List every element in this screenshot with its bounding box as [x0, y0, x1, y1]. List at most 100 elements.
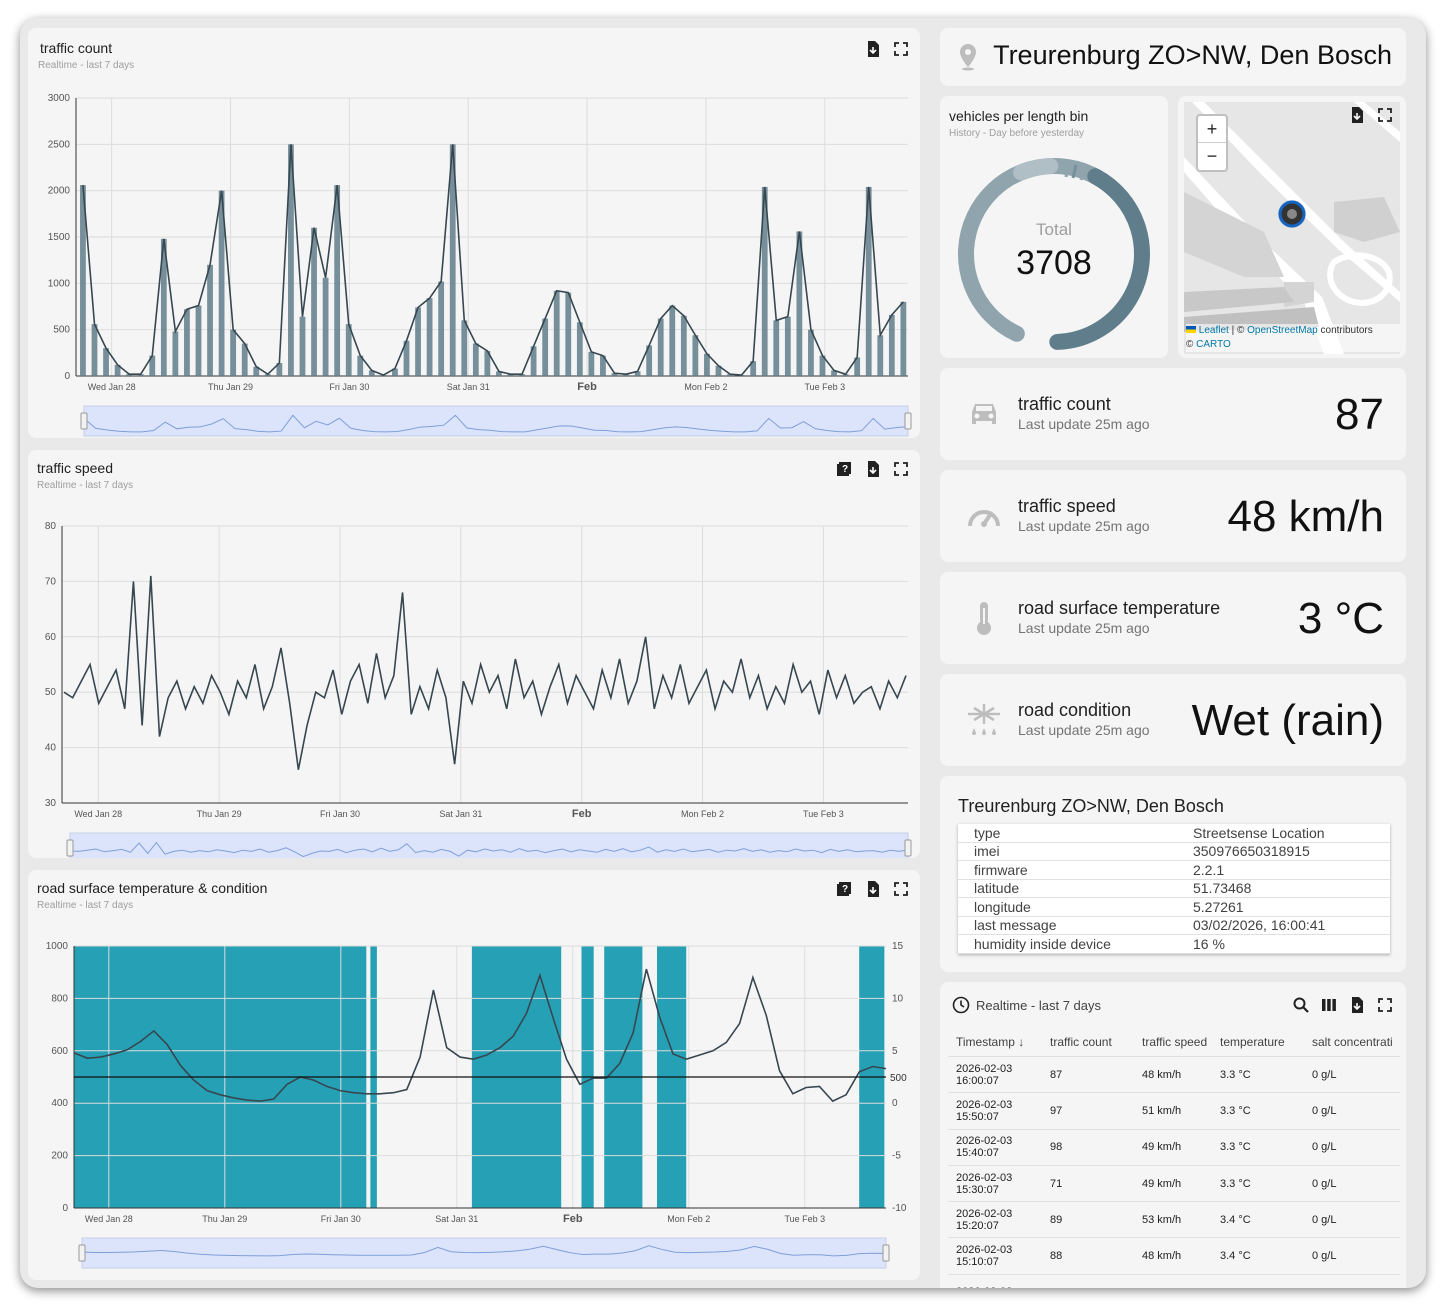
- speedometer-icon: [968, 510, 1000, 527]
- table-row[interactable]: 2026-02-03 15:40:07 98 49 km/h 3.3 °C 0 g/L: [948, 1129, 1400, 1166]
- x-tick-label: Mon Feb 2: [667, 1214, 710, 1224]
- kpi-card-road-temperature: road surface temperature Last update 25m…: [940, 572, 1406, 664]
- fullscreen-icon[interactable]: [892, 880, 910, 898]
- navigator-series: [83, 414, 909, 433]
- device-info-row: longitude 5.27261: [958, 897, 1390, 917]
- navigator-range: [69, 832, 909, 858]
- bar: [784, 316, 791, 376]
- x-tick-label: Tue Feb 3: [804, 382, 845, 392]
- fullscreen-icon[interactable]: [1376, 996, 1394, 1014]
- export-icon[interactable]: [864, 880, 882, 898]
- map-attribution: Leaflet | © OpenStreetMap contributors ©…: [1186, 324, 1400, 352]
- device-info-title: Treurenburg ZO>NW, Den Bosch: [958, 796, 1224, 816]
- fullscreen-icon[interactable]: [1376, 106, 1394, 124]
- dashboard-frame: traffic count Realtime - last 7 days 0 50…: [20, 18, 1426, 1288]
- bar: [172, 331, 179, 376]
- device-info-row: imei 350976650318915: [958, 842, 1390, 861]
- traffic-speed-chart-card: traffic speed Realtime - last 7 days ? 3…: [28, 450, 920, 858]
- y-tick-label: 1000: [46, 941, 69, 952]
- zoom-out-button[interactable]: −: [1206, 146, 1218, 166]
- kpi-value: 3 °C: [1297, 594, 1384, 643]
- kpi-card-traffic-speed: traffic speed Last update 25m ago 48 km/…: [940, 470, 1406, 562]
- car-icon: [972, 404, 996, 424]
- kpi-last-update: Last update 25m ago: [1018, 416, 1150, 432]
- cell-traffic-speed: 49 km/h: [1134, 1165, 1212, 1203]
- y-tick-label: 0: [62, 1203, 68, 1214]
- column-header-temperature[interactable]: temperature: [1212, 1028, 1304, 1057]
- leaflet-link[interactable]: Leaflet: [1198, 325, 1229, 336]
- bar: [761, 186, 768, 376]
- timestamp-date: 2026-02-03: [956, 1098, 1013, 1111]
- cell-timestamp: 2026-02-03 15:50:07: [948, 1092, 1042, 1130]
- attribution-contributors: contributors: [1317, 325, 1373, 336]
- table-row[interactable]: 2026-02-03 15:20:07 89 53 km/h 3.4 °C 0 g/L: [948, 1201, 1400, 1239]
- x-tick-label: Wed Jan 28: [74, 809, 122, 819]
- table-row[interactable]: 2026-02-03: [948, 1274, 1400, 1288]
- y-tick-label: 80: [45, 521, 57, 532]
- navigator-series: [81, 1245, 887, 1257]
- export-icon[interactable]: [864, 460, 882, 478]
- kpi-card-road-condition: road condition Last update 25m ago Wet (…: [940, 674, 1406, 766]
- bar: [241, 343, 248, 376]
- help-icon[interactable]: ?: [836, 460, 854, 478]
- bar: [750, 361, 757, 376]
- table-row[interactable]: 2026-02-03 15:10:07 88 48 km/h 3.4 °C 0 g/L: [948, 1237, 1400, 1275]
- chart-title: traffic speed: [37, 460, 114, 476]
- time-range-label[interactable]: Realtime - last 7 days: [976, 998, 1101, 1013]
- fullscreen-icon[interactable]: [892, 40, 910, 58]
- table-row[interactable]: 2026-02-03 16:00:07 87 48 km/h 3.3 °C 0 g/L: [948, 1056, 1400, 1094]
- bar: [669, 305, 676, 376]
- bar: [819, 355, 826, 376]
- navigator-range: [81, 1237, 887, 1269]
- bar: [253, 366, 260, 376]
- osm-link[interactable]: OpenStreetMap: [1247, 325, 1318, 336]
- attribution-carto-prefix: ©: [1186, 339, 1197, 350]
- y-tick-label: 600: [51, 1046, 68, 1057]
- help-icon[interactable]: ?: [836, 880, 854, 898]
- column-header-traffic-speed[interactable]: traffic speed: [1134, 1028, 1212, 1057]
- y-tick-label: 30: [45, 798, 57, 809]
- search-icon[interactable]: [1292, 996, 1310, 1014]
- sort-arrow-icon: ↓: [1018, 1035, 1025, 1049]
- attribution-separator: | ©: [1228, 325, 1248, 336]
- kpi-last-update: Last update 25m ago: [1018, 518, 1150, 534]
- map-pin-icon: [960, 44, 976, 71]
- vehicles-length-bin-card: vehicles per length bin History - Day be…: [940, 96, 1168, 358]
- column-header-traffic-count[interactable]: traffic count: [1042, 1028, 1134, 1057]
- export-icon[interactable]: [1348, 996, 1366, 1014]
- kpi-title: traffic count: [1018, 394, 1111, 414]
- cell-traffic-speed: 49 km/h: [1134, 1129, 1212, 1166]
- total-label: Total: [1036, 220, 1072, 239]
- fullscreen-icon[interactable]: [892, 460, 910, 478]
- y-tick-label: 2500: [48, 139, 71, 150]
- columns-icon[interactable]: [1320, 996, 1338, 1014]
- info-key: imei: [958, 842, 1177, 861]
- bar: [877, 335, 884, 376]
- bar: [368, 370, 375, 376]
- table-row[interactable]: 2026-02-03 15:50:07 97 51 km/h 3.3 °C 0 g/L: [948, 1092, 1400, 1130]
- x-tick-label: Fri Jan 30: [329, 382, 369, 392]
- carto-link[interactable]: CARTO: [1196, 339, 1231, 350]
- column-header-timestamp[interactable]: Timestamp ↓: [948, 1028, 1042, 1057]
- timestamp-date: 2026-02-03: [956, 1171, 1013, 1184]
- timestamp-time: 15:10:07: [956, 1256, 999, 1269]
- device-info-row: firmware 2.2.1: [958, 860, 1390, 880]
- bar: [727, 374, 733, 376]
- kpi-title: road condition: [1018, 700, 1132, 720]
- timestamp-date: 2026-02-03: [956, 1062, 1013, 1075]
- bar: [623, 374, 629, 376]
- info-key: latitude: [958, 879, 1177, 898]
- card-title: vehicles per length bin: [949, 108, 1089, 124]
- table-row[interactable]: 2026-02-03 15:30:07 71 49 km/h 3.3 °C 0 g/L: [948, 1165, 1400, 1203]
- zoom-in-button[interactable]: +: [1198, 116, 1226, 143]
- bar: [611, 373, 618, 376]
- column-header-salt[interactable]: salt concentrati: [1304, 1028, 1400, 1057]
- data-table: Timestamp ↓ traffic count traffic speed …: [948, 1028, 1400, 1288]
- traffic-speed-plot: 30 40 50 60 70 80 Wed Jan 28 Thu Jan 29 Fri Jan …: [45, 521, 912, 858]
- export-icon[interactable]: [1348, 106, 1366, 124]
- export-icon[interactable]: [864, 40, 882, 58]
- bar: [865, 186, 872, 376]
- timestamp-date: 2026-02-03: [956, 1135, 1013, 1148]
- bar: [634, 371, 641, 376]
- kpi-last-update: Last update 25m ago: [1018, 620, 1150, 636]
